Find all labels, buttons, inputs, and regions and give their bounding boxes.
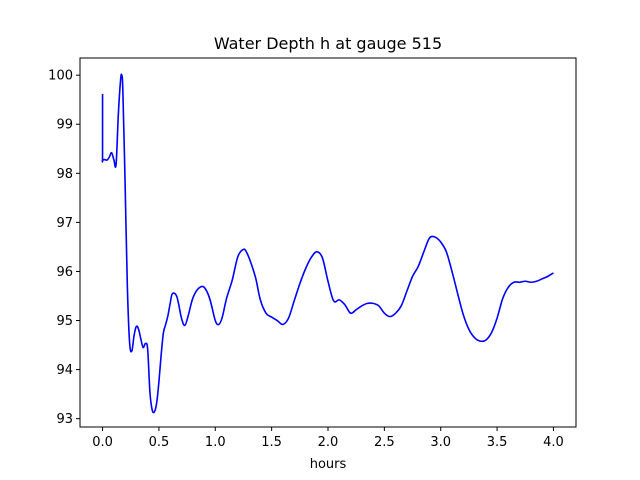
y-tick-label: 98 — [56, 167, 73, 182]
x-tick-label: 3.0 — [430, 435, 451, 450]
y-tick-label: 99 — [56, 118, 73, 133]
x-tick-label: 2.0 — [318, 435, 339, 450]
x-axis-label: hours — [310, 457, 347, 472]
y-tick-label: 94 — [56, 363, 73, 378]
y-tick-label: 100 — [48, 69, 73, 84]
series-layer — [101, 73, 554, 414]
x-tick-label: 0.0 — [92, 435, 113, 450]
x-tick-label: 0.5 — [149, 435, 170, 450]
y-tick-label: 95 — [56, 314, 73, 329]
y-tick-label: 97 — [56, 216, 73, 231]
chart-title: Water Depth h at gauge 515 — [214, 34, 442, 53]
x-tick-label: 3.5 — [487, 435, 508, 450]
x-tick-label: 4.0 — [543, 435, 564, 450]
x-tick-label: 1.0 — [205, 435, 226, 450]
x-tick-label: 1.5 — [261, 435, 282, 450]
y-axis-ticks: 93 94 95 96 97 98 99 100 — [48, 69, 80, 427]
plot-background — [80, 58, 576, 427]
x-axis-ticks: 0.0 0.5 1.0 1.5 2.0 2.5 3.0 3.5 4.0 — [92, 427, 564, 450]
x-tick-label: 2.5 — [374, 435, 395, 450]
y-tick-label: 93 — [56, 412, 73, 427]
y-tick-label: 96 — [56, 265, 73, 280]
series-line — [101, 73, 554, 414]
